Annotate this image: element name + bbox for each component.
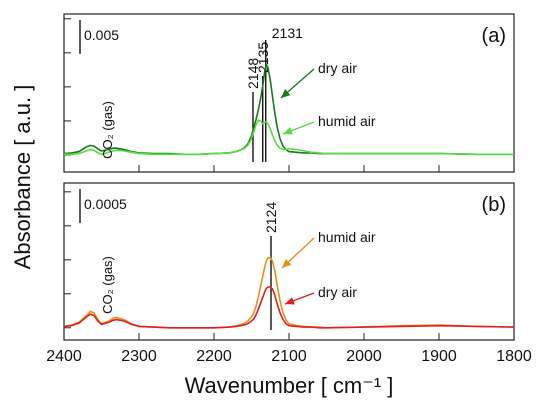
x-tick-label: 2100 xyxy=(271,348,307,365)
y-axis-label: Absorbance [ a.u. ] xyxy=(10,85,35,270)
series-label: dry air xyxy=(318,284,357,300)
x-tick-label: 2300 xyxy=(121,348,157,365)
spectrum-line xyxy=(63,63,514,156)
spectrum-line xyxy=(64,119,514,156)
series-label: dry air xyxy=(318,60,357,76)
scale-bar-label: 0.0005 xyxy=(84,196,127,212)
series-label: humid air xyxy=(318,113,376,129)
series-label: humid air xyxy=(318,229,376,245)
scale-bar-label: 0.005 xyxy=(84,27,119,43)
panel-label: (a) xyxy=(482,25,506,47)
series-arrow-head xyxy=(283,127,293,135)
series-arrow-head xyxy=(282,258,292,268)
series-arrow-head xyxy=(285,297,295,305)
x-tick-label: 1800 xyxy=(496,348,532,365)
x-axis-label: Wavenumber [ cm⁻¹ ] xyxy=(185,373,394,398)
peak-label: 2124 xyxy=(263,202,279,233)
spectrum-line xyxy=(63,286,515,329)
x-tick-label: 1900 xyxy=(421,348,457,365)
panel-label: (b) xyxy=(482,194,506,216)
peak-label: 2131 xyxy=(272,25,303,41)
peak-label: 2148 xyxy=(245,58,261,89)
annotation: CO₂ (gas) xyxy=(100,256,115,314)
series-arrow-head xyxy=(281,89,291,98)
x-tick-label: 2400 xyxy=(46,348,82,365)
spectrum-line xyxy=(63,257,515,329)
x-tick-label: 2000 xyxy=(346,348,382,365)
x-tick-label: 2200 xyxy=(196,348,232,365)
annotation: CO₂ (gas) xyxy=(100,101,115,159)
